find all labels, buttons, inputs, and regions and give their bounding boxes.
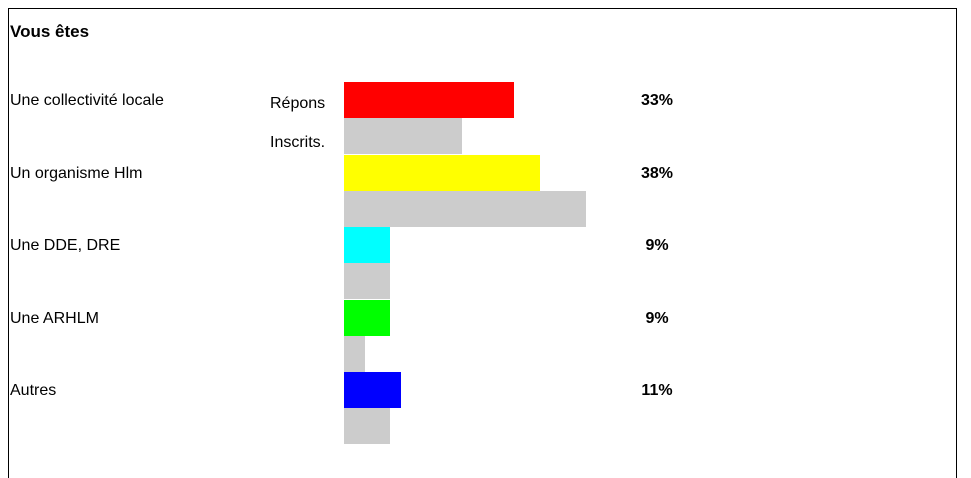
data-label: 9% xyxy=(645,309,669,327)
category-label: Une ARHLM xyxy=(10,309,99,327)
data-label: 11% xyxy=(641,382,673,399)
bar-repons xyxy=(344,227,391,263)
legend-label-inscrits: Inscrits. xyxy=(270,134,326,152)
data-label: 33% xyxy=(640,92,674,109)
chart-frame xyxy=(8,8,957,478)
bar-inscrits xyxy=(344,408,391,444)
category-label: Autres xyxy=(10,382,57,399)
data-label: 38% xyxy=(640,164,674,182)
bar-repons xyxy=(344,372,401,408)
chart-title: Vous êtes xyxy=(10,22,90,41)
bar-repons xyxy=(344,154,540,191)
bar-inscrits xyxy=(344,335,365,372)
bar-inscrits xyxy=(344,118,463,154)
bar-repons xyxy=(344,299,391,336)
category-label: Un organisme Hlm xyxy=(10,164,143,182)
data-label: 9% xyxy=(645,237,669,254)
bar-inscrits xyxy=(344,190,586,227)
category-label: Une DDE, DRE xyxy=(10,237,121,254)
bar-repons xyxy=(344,82,514,118)
legend-label-repons: Répons xyxy=(270,95,326,113)
bar-inscrits xyxy=(344,263,391,299)
category-label: Une collectivité locale xyxy=(10,92,164,109)
